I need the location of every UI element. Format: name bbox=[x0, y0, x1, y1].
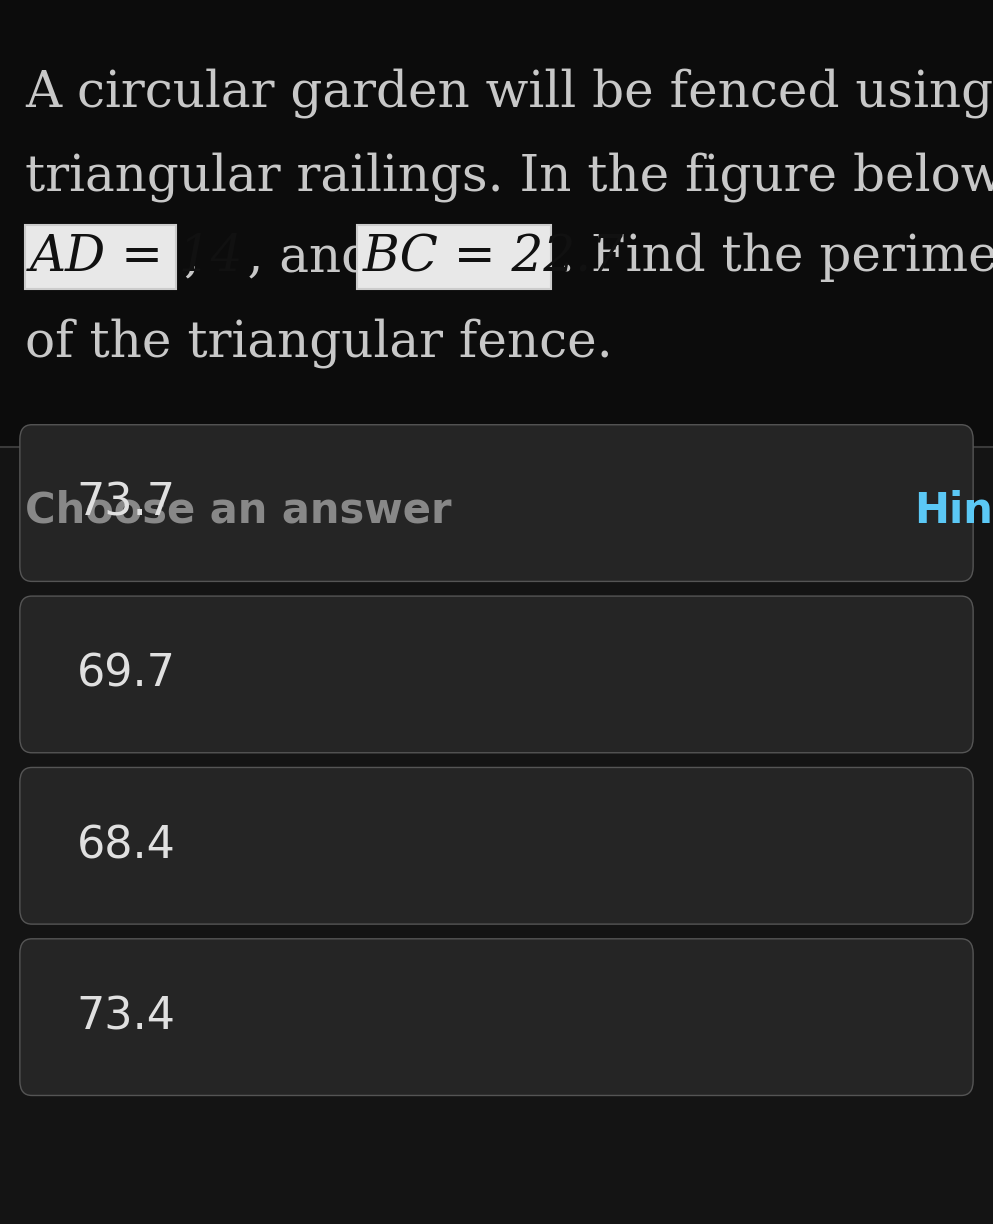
FancyBboxPatch shape bbox=[20, 596, 973, 753]
Text: triangular railings. In the figure below,: triangular railings. In the figure below… bbox=[25, 152, 993, 202]
FancyBboxPatch shape bbox=[20, 939, 973, 1095]
Bar bbox=[0, 0, 993, 447]
Bar bbox=[0, 447, 993, 1224]
Text: of the triangular fence.: of the triangular fence. bbox=[25, 318, 613, 368]
Text: AD = 14: AD = 14 bbox=[30, 233, 243, 282]
Text: Hin: Hin bbox=[915, 490, 993, 531]
Text: Choose an answer: Choose an answer bbox=[25, 490, 452, 531]
Text: . Find the perimeter: . Find the perimeter bbox=[559, 233, 993, 282]
FancyBboxPatch shape bbox=[357, 225, 551, 289]
Text: A circular garden will be fenced using: A circular garden will be fenced using bbox=[25, 69, 993, 119]
Text: 69.7: 69.7 bbox=[76, 652, 176, 696]
Text: BC = 22.7: BC = 22.7 bbox=[362, 233, 624, 282]
FancyBboxPatch shape bbox=[25, 225, 176, 289]
FancyBboxPatch shape bbox=[20, 425, 973, 581]
FancyBboxPatch shape bbox=[20, 767, 973, 924]
Text: 73.4: 73.4 bbox=[76, 995, 176, 1039]
Text: ,   , and: , , and bbox=[184, 233, 372, 282]
Text: 73.7: 73.7 bbox=[76, 481, 176, 525]
Text: 68.4: 68.4 bbox=[76, 824, 176, 868]
